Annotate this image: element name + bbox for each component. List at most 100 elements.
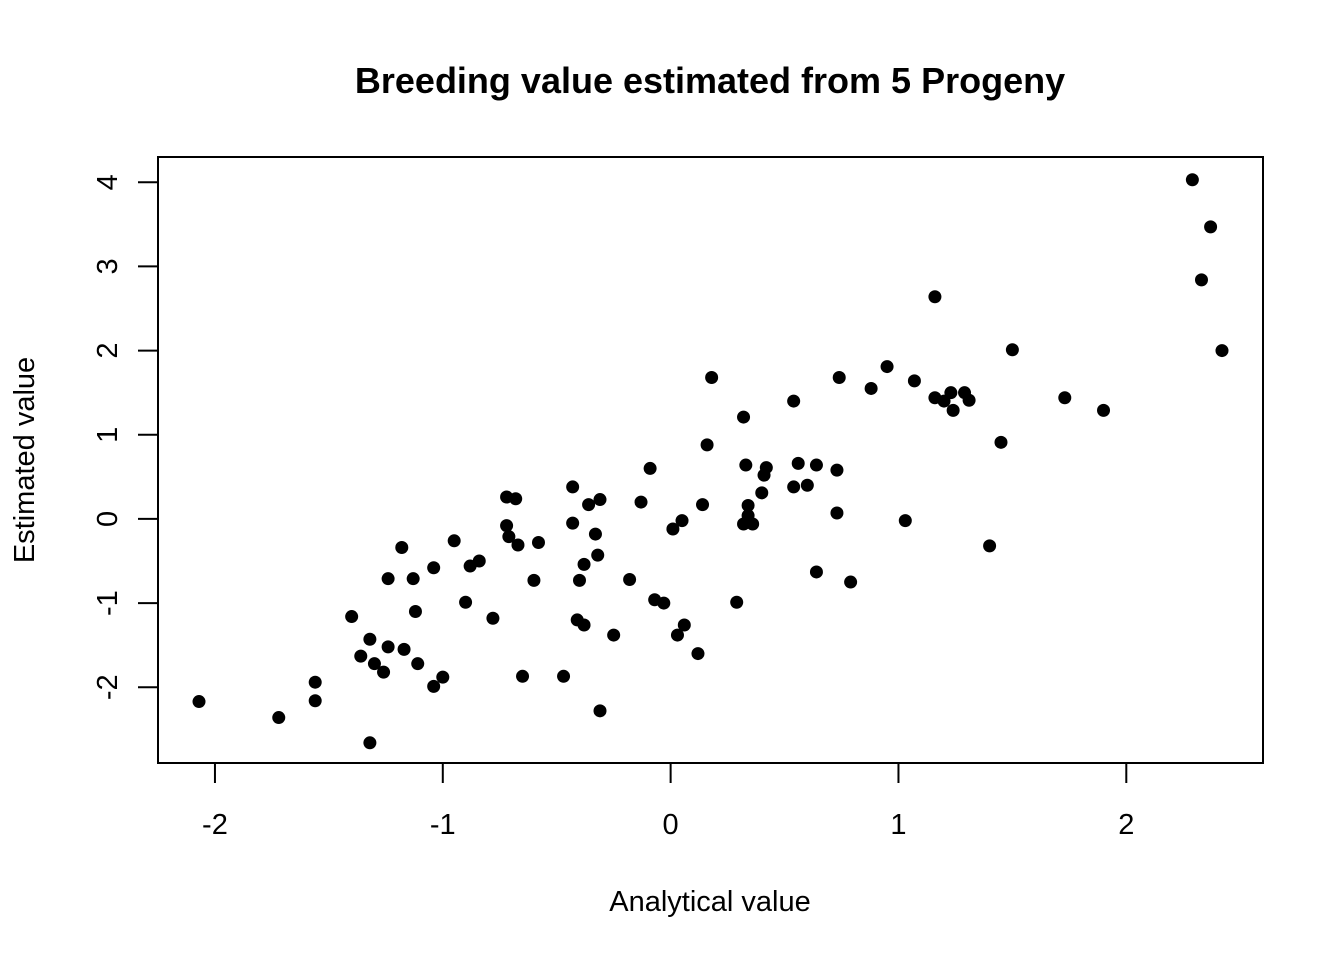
y-tick-label: 1 [92, 427, 124, 443]
data-point [700, 438, 714, 452]
data-point [500, 519, 514, 533]
data-point [272, 711, 286, 725]
y-tick-label: 3 [92, 258, 124, 274]
data-point [411, 657, 425, 671]
data-point [527, 573, 541, 587]
data-point [472, 554, 486, 568]
data-point [791, 456, 805, 470]
data-point [459, 595, 473, 609]
data-point [643, 461, 657, 475]
data-point [381, 572, 395, 586]
y-tick-label: 4 [92, 174, 124, 190]
data-point [509, 492, 523, 506]
data-point [516, 669, 530, 683]
data-point [607, 628, 621, 642]
data-point [377, 665, 391, 679]
data-point [880, 360, 894, 374]
data-point [557, 669, 571, 683]
data-point [809, 458, 823, 472]
data-point [907, 374, 921, 388]
data-point [406, 572, 420, 586]
data-point [994, 435, 1008, 449]
data-point [531, 535, 545, 549]
data-point [192, 695, 206, 709]
data-point [666, 522, 680, 536]
data-point [588, 527, 602, 541]
data-point [705, 371, 719, 385]
data-point [395, 541, 409, 555]
data-point [345, 610, 359, 624]
x-tick-label: 1 [890, 809, 906, 841]
data-point [787, 480, 801, 494]
data-point [427, 561, 441, 575]
x-tick-label: -2 [202, 809, 228, 841]
data-point [634, 495, 648, 509]
data-point [1097, 403, 1111, 417]
data-point [832, 371, 846, 385]
data-point [962, 393, 976, 407]
y-tick-label: -1 [92, 590, 124, 616]
data-point [809, 565, 823, 579]
data-point [1005, 343, 1019, 357]
data-points [192, 173, 1229, 750]
y-axis: -2 -1 0 1 2 3 4 [92, 174, 159, 700]
data-point [830, 463, 844, 477]
x-tick-label: -1 [430, 809, 456, 841]
data-point [381, 640, 395, 654]
data-point [675, 514, 689, 528]
x-axis-label: Analytical value [609, 886, 811, 918]
data-point [623, 573, 637, 587]
data-point [946, 403, 960, 417]
data-point [787, 394, 801, 408]
data-point [739, 458, 753, 472]
data-point [1215, 344, 1229, 358]
data-point [800, 478, 814, 492]
data-point [670, 628, 684, 642]
data-point [696, 498, 710, 512]
data-point [354, 649, 368, 663]
data-point [1185, 173, 1199, 187]
data-point [593, 493, 607, 507]
data-point [944, 386, 958, 400]
data-point [844, 575, 858, 589]
plot-area [157, 156, 1264, 764]
y-tick-label: 0 [92, 511, 124, 527]
data-point [593, 704, 607, 718]
data-point [755, 486, 769, 500]
data-point [511, 538, 525, 552]
y-tick-label: 2 [92, 343, 124, 359]
data-point [657, 596, 671, 610]
data-point [677, 618, 691, 632]
data-point [1194, 273, 1208, 287]
x-axis: -2 -1 0 1 2 [202, 762, 1134, 841]
data-point [691, 647, 705, 661]
data-point [864, 381, 878, 395]
data-point [759, 461, 773, 475]
data-point [983, 539, 997, 553]
data-point [308, 694, 322, 708]
data-point [1204, 220, 1218, 234]
data-point [577, 557, 591, 571]
data-point [591, 548, 605, 562]
data-point [427, 679, 441, 693]
data-point [572, 573, 586, 587]
data-point [577, 618, 591, 632]
x-tick-label: 2 [1118, 809, 1134, 841]
data-point [363, 736, 377, 750]
data-point [408, 605, 422, 618]
data-point [486, 611, 500, 625]
data-point [737, 410, 751, 424]
chart-title: Breeding value estimated from 5 Progeny [355, 60, 1065, 101]
data-point [582, 498, 596, 512]
data-point [502, 530, 516, 544]
data-point [436, 670, 450, 684]
data-point [363, 632, 377, 646]
data-point [447, 534, 461, 548]
data-point [741, 498, 755, 512]
data-point [1058, 391, 1072, 405]
data-point [566, 516, 580, 530]
data-point [308, 675, 322, 689]
data-point [898, 514, 912, 528]
data-point [397, 642, 411, 656]
